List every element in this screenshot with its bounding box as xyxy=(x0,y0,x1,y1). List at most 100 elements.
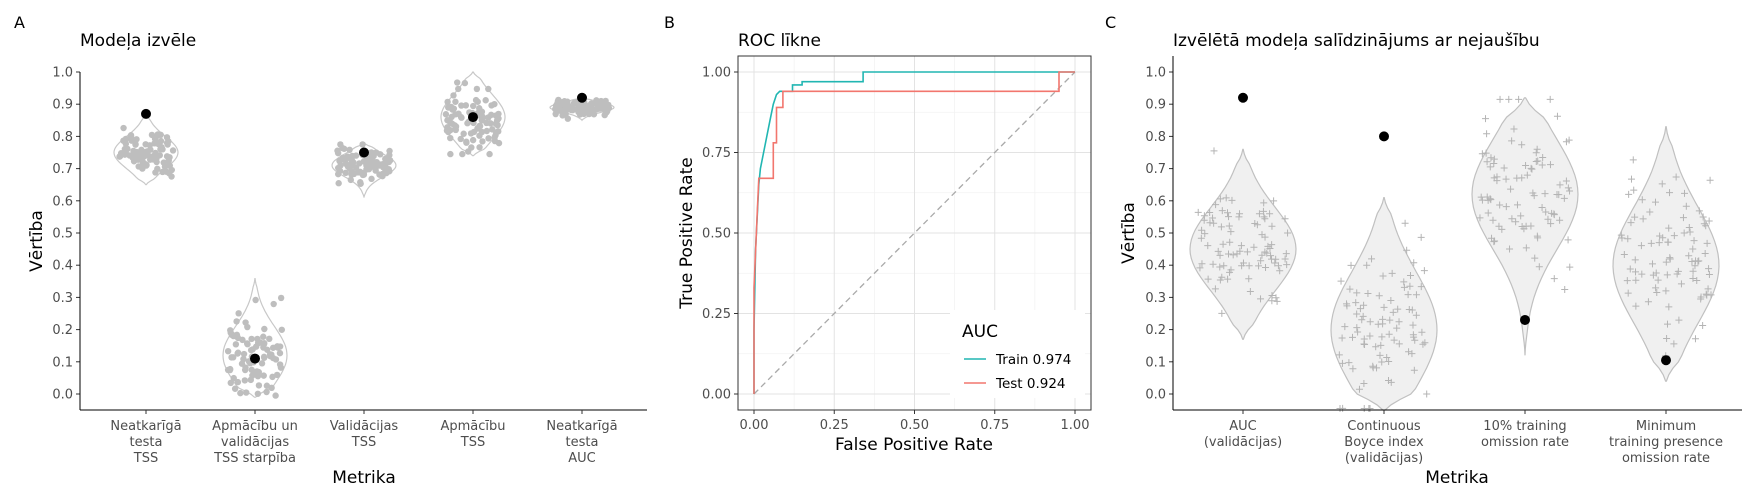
replicate-point xyxy=(1653,289,1661,297)
replicate-point xyxy=(1225,213,1233,221)
replicate-point xyxy=(492,132,499,139)
replicate-point xyxy=(1209,214,1217,222)
replicate-point xyxy=(1556,181,1564,189)
replicate-point xyxy=(1237,242,1245,250)
replicate-point xyxy=(1389,308,1397,316)
x-tick-label: (validācijas) xyxy=(1345,451,1423,466)
replicate-point xyxy=(467,130,475,137)
replicate-point xyxy=(1227,266,1235,274)
x-tick-label: AUC xyxy=(568,451,596,466)
panel-b-roc-lines xyxy=(753,71,1076,395)
panel-a-y-ticks: 0.0 0.1 0.2 0.3 0.4 0.5 0.6 0.7 0.8 0.9 1.0 xyxy=(52,66,80,403)
replicate-point xyxy=(1647,239,1655,247)
replicate-point xyxy=(1419,340,1427,348)
replicate-point xyxy=(1360,380,1368,388)
y-tick-label: 1.00 xyxy=(702,66,731,81)
replicate-point xyxy=(263,388,270,396)
replicate-point xyxy=(1646,208,1654,216)
panel-letter-b: B xyxy=(664,13,675,32)
y-tick-label: 0.2 xyxy=(52,323,73,338)
replicate-point xyxy=(1377,341,1385,349)
replicate-point xyxy=(1705,271,1713,279)
replicate-point xyxy=(1638,270,1646,278)
replicate-point xyxy=(266,335,273,343)
y-tick-label: 0.2 xyxy=(1145,323,1166,338)
y-tick-label: 0.7 xyxy=(1145,162,1166,177)
replicate-point xyxy=(1624,289,1632,297)
panel-c-points xyxy=(1194,95,1715,412)
replicate-point xyxy=(1267,252,1275,260)
replicate-point xyxy=(233,331,241,339)
replicate-point xyxy=(487,120,494,127)
x-tick-label: TSS xyxy=(460,435,485,450)
replicate-point xyxy=(1337,277,1345,285)
replicate-point xyxy=(1210,219,1218,227)
replicate-point xyxy=(459,150,466,158)
replicate-point xyxy=(495,110,502,118)
replicate-point xyxy=(1663,334,1671,342)
violin-shape xyxy=(1189,148,1297,340)
replicate-point xyxy=(1508,137,1516,145)
replicate-point xyxy=(1209,260,1217,268)
replicate-point xyxy=(1564,236,1572,244)
x-tick-label: 1.00 xyxy=(1061,418,1090,433)
x-tick-label: AUC xyxy=(1229,419,1257,434)
replicate-point xyxy=(1482,115,1490,123)
replicate-point xyxy=(561,98,568,105)
replicate-point xyxy=(127,133,135,141)
selected-model-point xyxy=(250,353,260,364)
replicate-point xyxy=(1383,354,1391,362)
replicate-point xyxy=(261,325,268,333)
replicate-point xyxy=(227,379,234,387)
replicate-point xyxy=(1693,277,1701,285)
replicate-point xyxy=(1490,155,1498,163)
replicate-point xyxy=(1388,269,1396,277)
replicate-point xyxy=(1531,254,1539,262)
legend-title: AUC xyxy=(962,322,998,342)
x-tick-label: validācijas xyxy=(221,435,289,450)
replicate-point xyxy=(269,344,277,351)
replicate-point xyxy=(1663,271,1671,279)
replicate-point xyxy=(1507,185,1515,193)
replicate-point xyxy=(1631,256,1639,264)
replicate-point xyxy=(452,98,459,105)
x-tick-label: training presence xyxy=(1609,435,1723,450)
panel-b: B ROC līkne 0.00 0.25 0.50 0.75 1.00 0.00 0.25… xyxy=(664,13,1092,455)
replicate-point xyxy=(1632,276,1640,284)
replicate-point xyxy=(1283,261,1291,269)
replicate-point xyxy=(1627,219,1635,227)
replicate-point xyxy=(1699,322,1707,330)
replicate-point xyxy=(1498,225,1506,233)
x-tick-label: 0.50 xyxy=(900,418,929,433)
replicate-point xyxy=(1703,239,1711,247)
replicate-point xyxy=(1674,267,1682,275)
replicate-point xyxy=(1670,232,1678,240)
replicate-point xyxy=(235,310,242,317)
replicate-point xyxy=(1512,218,1520,226)
replicate-point xyxy=(1346,285,1354,293)
replicate-point xyxy=(1530,192,1538,200)
replicate-point xyxy=(1268,241,1276,249)
replicate-point xyxy=(1539,153,1547,161)
replicate-point xyxy=(469,136,477,144)
replicate-point xyxy=(1546,161,1554,169)
replicate-point xyxy=(1225,222,1233,230)
replicate-point xyxy=(165,138,172,145)
replicate-point xyxy=(1534,157,1542,165)
replicate-point xyxy=(457,135,464,143)
replicate-point xyxy=(126,152,133,159)
y-tick-label: 0.8 xyxy=(1145,130,1166,145)
replicate-point xyxy=(1259,207,1267,215)
replicate-point xyxy=(1701,250,1709,258)
replicate-point xyxy=(334,149,342,157)
replicate-point xyxy=(495,115,502,122)
replicate-point xyxy=(244,341,251,348)
replicate-point xyxy=(450,92,457,99)
replicate-point xyxy=(1691,262,1699,270)
replicate-point xyxy=(1483,193,1491,201)
replicate-point xyxy=(1341,323,1349,331)
selected-model-point xyxy=(1379,131,1389,142)
replicate-point xyxy=(1387,297,1395,305)
replicate-point xyxy=(337,162,344,169)
